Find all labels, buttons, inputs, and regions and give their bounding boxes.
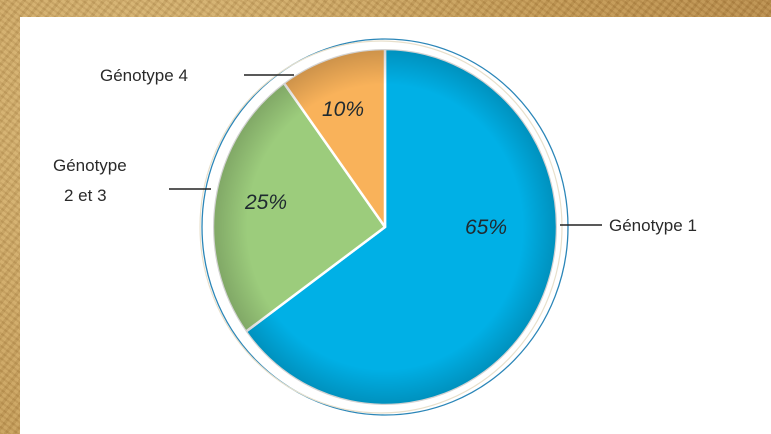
pie-rim-inner [199, 40, 563, 414]
slice-label-genotype-1: Génotype 1 [609, 216, 697, 235]
slice-value-genotype-1: 65% [465, 216, 507, 239]
pie-rim [201, 38, 569, 416]
slice-label-genotype-2-3-line2: 2 et 3 [64, 186, 107, 205]
slice-value-genotype-4: 10% [322, 98, 364, 121]
chart-panel: 65% 25% 10% Génotype 1 Génotype 2 et 3 G… [20, 17, 771, 434]
slice-label-genotype-4: Génotype 4 [100, 66, 188, 85]
slice-label-genotype-2-3-line1: Génotype [53, 156, 127, 175]
pie-chart: 65% 25% 10% Génotype 1 Génotype 2 et 3 G… [53, 38, 697, 416]
slice-value-genotype-2-3: 25% [244, 191, 287, 214]
